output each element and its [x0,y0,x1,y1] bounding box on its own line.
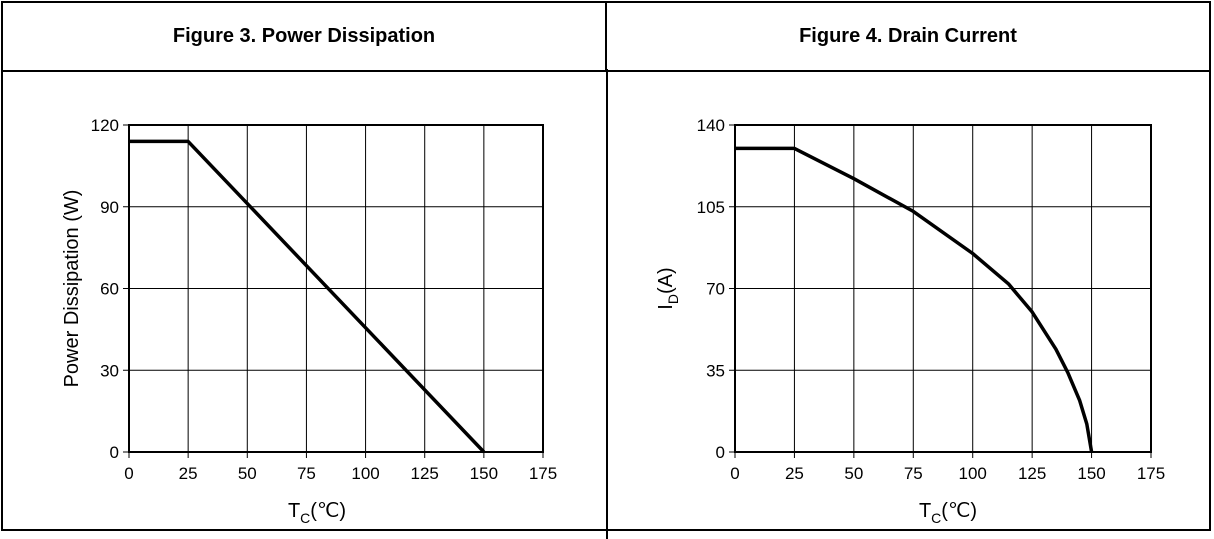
x-tick-label: 125 [1018,464,1046,483]
figure-4-title: Figure 4. Drain Current [607,3,1209,70]
x-axis-label-unit: (℃) [310,500,346,522]
y-tick-label: 35 [706,361,725,380]
figure-3-title: Figure 3. Power Dissipation [3,3,607,70]
x-tick-label: 175 [1137,464,1165,483]
y-tick-label: 140 [697,116,725,135]
power-dissipation-chart: 0 25 50 75 100 125 150 175 0 30 60 90 120 Power Diss… [0,71,606,524]
x-tick-label: 100 [351,464,379,483]
x-tick-label: 100 [959,464,987,483]
y-axis-label-unit: (A) [655,267,677,294]
datasheet-figure-table: Figure 3. Power Dissipation Figure 4. Dr… [0,0,1214,524]
x-tick-label: 75 [297,464,316,483]
x-axis-label-subscript: C [931,510,941,524]
x-axis-label: TC(℃) [288,500,346,524]
header-row: Figure 3. Power Dissipation Figure 4. Dr… [3,3,1209,72]
x-tick-label: 50 [238,464,257,483]
x-axis-label: TC(℃) [919,500,977,524]
x-tick-label: 25 [179,464,198,483]
x-axis-label-subscript: C [300,510,310,524]
x-tick-label: 150 [1077,464,1105,483]
x-axis-label-base: T [919,500,931,522]
y-axis-label: Power Dissipation (W) [61,190,83,388]
y-axis-label-subscript: D [665,294,681,304]
y-tick-label: 30 [100,361,119,380]
tick-labels: 0 25 50 75 100 125 150 175 0 30 60 90 120 [91,116,558,483]
y-tick-label: 0 [110,443,119,462]
y-tick-label: 0 [716,443,725,462]
x-tick-label: 75 [904,464,923,483]
y-axis-label: ID(A) [655,267,681,309]
x-tick-label: 25 [785,464,804,483]
x-axis-label-unit: (℃) [941,500,977,522]
x-tick-label: 125 [411,464,439,483]
y-tick-label: 60 [100,280,119,299]
y-tick-label: 105 [697,198,725,217]
x-axis-label-base: T [288,500,300,522]
y-tick-label: 70 [706,280,725,299]
tick-labels: 0 25 50 75 100 125 150 175 0 35 70 105 140 [697,116,1166,483]
x-tick-label: 175 [529,464,557,483]
grid-lines [729,125,1151,458]
y-tick-label: 90 [100,198,119,217]
x-tick-label: 0 [124,464,133,483]
y-tick-label: 120 [91,116,119,135]
x-tick-label: 0 [730,464,739,483]
x-tick-label: 50 [844,464,863,483]
x-tick-label: 150 [470,464,498,483]
